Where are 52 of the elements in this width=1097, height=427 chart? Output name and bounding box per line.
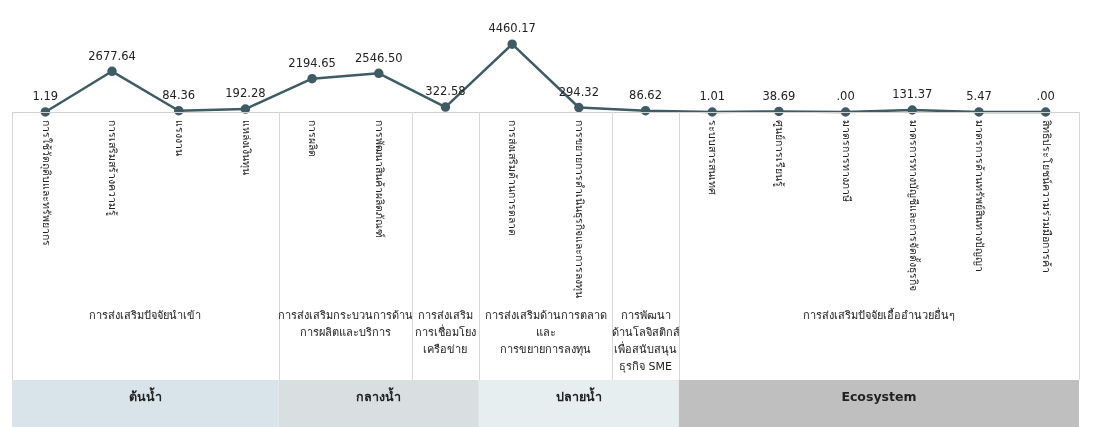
x-tick-label: ระบบสารสนเทศ [707, 120, 720, 195]
point [640, 105, 651, 116]
point [107, 66, 117, 77]
data-label: .00 [1036, 89, 1055, 104]
data-label: 2677.64 [88, 48, 136, 63]
text: การส่งเสริมปัจจัยเอื้ออำนวยอื่นๆ [802, 306, 955, 322]
point [507, 39, 517, 49]
x-tick-label: การเสริมสร้างความรู้ [106, 120, 120, 216]
x-tick-label: มาตรการทางภาษี [840, 120, 853, 202]
text: ปลายน้ำ [555, 386, 602, 404]
point [974, 107, 984, 117]
data-label: 86.62 [629, 87, 662, 102]
point [574, 102, 584, 113]
text: ต้นน้ำ [128, 386, 162, 404]
text: การส่งเสริมกระบวนการด้าน การผลิตและบริการ [277, 308, 413, 339]
point [1040, 107, 1051, 117]
x-tick-label: สิทธิประโยชน์ความร่วมมือการค้า [1040, 120, 1053, 273]
x-tick-label: มาตรการด้านทรัพย์สินทางปัญญา [973, 120, 987, 272]
x-tick-label: การส่งเสริมด้านการตลาด [507, 120, 520, 236]
text: การส่งเสริมด้านการตลาด และ การขยายการลงทุน [484, 308, 607, 356]
x-tick-label: การขยายการดำเนินธุรกิจและการลงทุน [573, 120, 587, 298]
text: กลางน้ำ [356, 386, 402, 404]
data-label: 1.01 [699, 89, 726, 104]
x-tick-label: การพัฒนาสินค้าผลิตภัณฑ์ [374, 120, 387, 238]
point [707, 107, 717, 117]
text: การพัฒนา ด้านโลจิสติกส์ เพื่อสนับสนุน ธุรกิจ SME [611, 308, 680, 373]
data-label: 1.19 [32, 89, 59, 104]
x-tick-label: การใช้วัตถุดิบและทรัพยากร [39, 120, 53, 246]
point [307, 73, 317, 84]
data-label: 38.69 [762, 88, 796, 103]
x-tick-label: แรงงาน [173, 120, 186, 156]
point [40, 107, 51, 117]
x-tick-label: มาตรการทางบัญชีและการจัดตั้งธุรกิจ [906, 120, 921, 291]
text: Ecosystem [841, 388, 917, 404]
text: การส่งเสริมปัจจัยนำเข้า [89, 308, 202, 322]
data-label: 84.36 [162, 87, 196, 102]
data-label: 2546.50 [355, 50, 403, 65]
x-tick-label: การผลิต [307, 120, 320, 157]
point [240, 104, 251, 114]
point [374, 68, 384, 79]
data-label: 131.37 [892, 87, 933, 102]
x-tick-label: แหล่งเงินทุน [239, 120, 253, 175]
point [840, 107, 851, 117]
data-label: 2194.65 [288, 55, 336, 70]
x-tick-label: ศูนย์การเรียนรู้ [773, 120, 787, 187]
data-label: .00 [836, 89, 855, 104]
data-label: 192.28 [225, 86, 266, 101]
text: การส่งเสริม การเชื่อมโยง เครือข่าย [414, 308, 476, 356]
data-label: 5.47 [966, 89, 992, 104]
point [907, 105, 918, 115]
data-label: 4460.17 [488, 21, 536, 36]
point [440, 102, 451, 112]
